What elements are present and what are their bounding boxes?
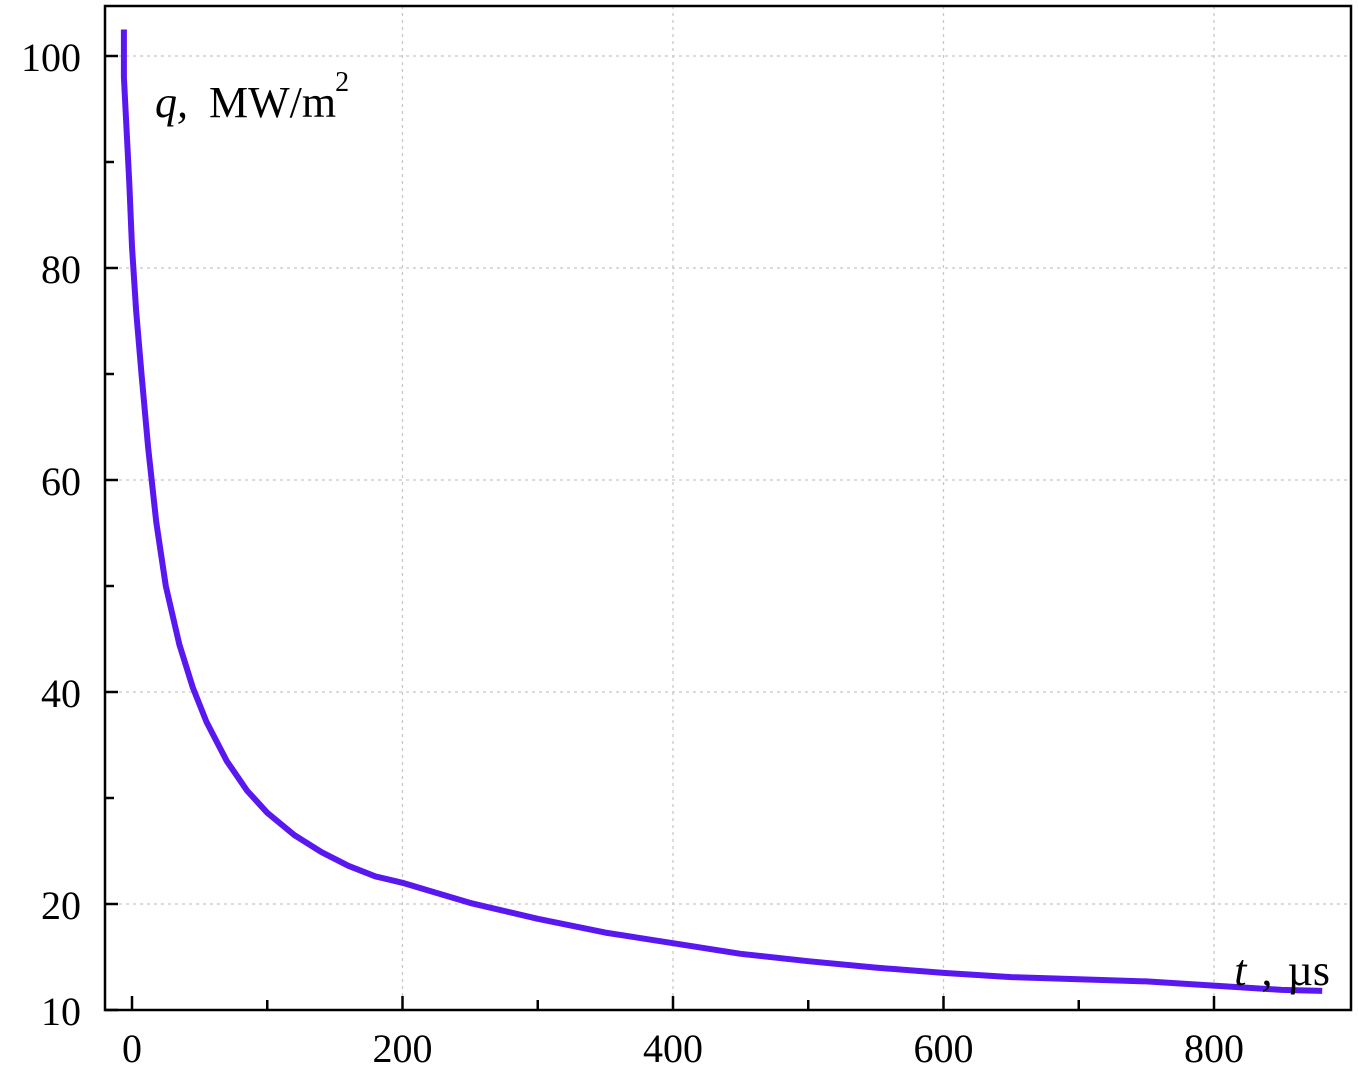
plot-frame xyxy=(103,4,1353,1012)
series-layer xyxy=(120,29,1323,994)
y-tick-label-100: 100 xyxy=(21,35,81,80)
y-tick-label-20: 20 xyxy=(41,883,81,928)
y-tick-label-80: 80 xyxy=(41,247,81,292)
ticks xyxy=(105,54,1216,1012)
x-tick-label-600: 600 xyxy=(914,1026,974,1071)
x-tick-label-200: 200 xyxy=(373,1026,433,1071)
x-axis-variable: t xyxy=(1234,946,1248,995)
x-axis-separator: , xyxy=(1262,946,1273,995)
grid xyxy=(105,6,1351,1010)
x-tick-label-800: 800 xyxy=(1184,1026,1244,1071)
y-tick-label-60: 60 xyxy=(41,459,81,504)
y-axis-title: q, MW/m 2 xyxy=(155,67,349,127)
y-tick-label-10: 10 xyxy=(41,989,81,1034)
y-axis-unit: MW/m xyxy=(209,78,336,127)
series-line-0 xyxy=(120,29,1323,994)
x-axis-title: t , µs xyxy=(1234,946,1330,995)
x-axis-unit: µs xyxy=(1288,946,1330,995)
y-axis-unit-superscript: 2 xyxy=(335,67,349,98)
y-axis-variable: q, xyxy=(155,78,188,127)
y-tick-label-40: 40 xyxy=(41,671,81,716)
x-tick-label-400: 400 xyxy=(643,1026,703,1071)
tick-labels: 0 200 400 600 800 10 20 40 60 80 100 xyxy=(21,35,1244,1071)
x-tick-label-0: 0 xyxy=(122,1026,142,1071)
